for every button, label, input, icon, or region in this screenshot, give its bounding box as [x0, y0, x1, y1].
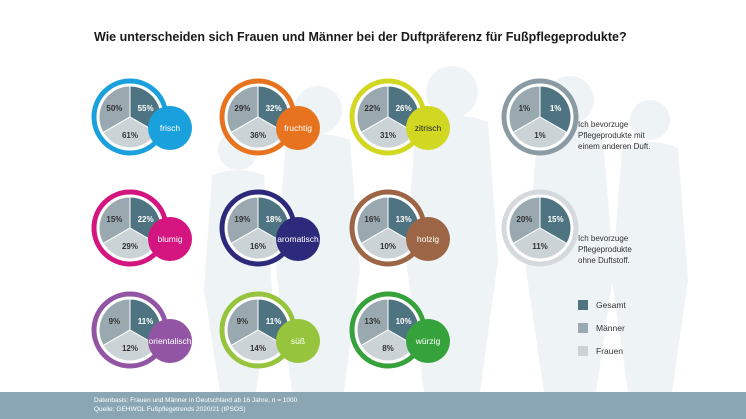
- legend-swatch-maenner: [578, 323, 588, 333]
- pie-value-10-gesamt: 10%: [396, 317, 412, 326]
- pie-value-4-frauen: 29%: [122, 242, 138, 251]
- category-label-0: frisch: [160, 123, 181, 133]
- legend-item-maenner: Männer: [578, 323, 698, 333]
- pie-slice-7-männer: [508, 196, 541, 245]
- pie-value-8-frauen: 12%: [122, 344, 138, 353]
- category-bubble-8: [148, 319, 192, 363]
- pie-value-6-frauen: 10%: [380, 242, 396, 251]
- footer-datenbasis: Datenbasis: Frauen und Männer in Deutsch…: [94, 397, 298, 404]
- pie-slice-0-männer: [98, 85, 131, 134]
- pie-value-1-frauen: 36%: [250, 131, 266, 140]
- chart-title: Wie unterscheiden sich Frauen und Männer…: [94, 30, 627, 45]
- pie-value-9-gesamt: 11%: [266, 317, 282, 326]
- category-bubble-0: [148, 106, 192, 150]
- legend-item-gesamt: Gesamt: [578, 300, 698, 310]
- pie-slice-1-männer: [226, 85, 259, 134]
- pie-value-6-gesamt: 13%: [396, 215, 412, 224]
- pie-value-7-männer: 20%: [516, 215, 532, 224]
- category-bubble-2: [406, 106, 450, 150]
- pie-value-0-frauen: 61%: [122, 131, 138, 140]
- category-label-9: süß: [291, 336, 305, 346]
- category-label-6: holzig: [417, 234, 439, 244]
- category-bubble-5: [276, 217, 320, 261]
- pie-value-10-männer: 13%: [364, 317, 380, 326]
- pie-slice-7-gesamt: [539, 196, 572, 245]
- pie-value-2-männer: 22%: [364, 104, 380, 113]
- category-bubble-4: [148, 217, 192, 261]
- pie-value-1-gesamt: 32%: [266, 104, 282, 113]
- footer: Datenbasis: Frauen und Männer in Deutsch…: [0, 392, 746, 419]
- pie-slice-8-männer: [98, 298, 131, 347]
- text-ohne-duftstoff: Ich bevorzuge Pflegeprodukte ohne Duftst…: [578, 234, 632, 265]
- pie-value-6-männer: 16%: [364, 215, 380, 224]
- pie-value-5-frauen: 16%: [250, 242, 266, 251]
- pie-value-9-frauen: 14%: [250, 344, 266, 353]
- pie-slice-3-frauen: [512, 116, 568, 149]
- legend: Gesamt Männer Frauen: [578, 300, 698, 369]
- category-label-4: blumig: [157, 234, 182, 244]
- category-bubble-9: [276, 319, 320, 363]
- pie-value-7-frauen: 11%: [532, 242, 548, 251]
- pie-value-9-männer: 9%: [237, 317, 249, 326]
- pie-value-4-männer: 15%: [106, 215, 122, 224]
- pie-value-7-gesamt: 15%: [548, 215, 564, 224]
- pie-slice-3-gesamt: [539, 85, 572, 134]
- category-label-8: orientalisch: [149, 336, 192, 346]
- legend-label-maenner: Männer: [596, 323, 625, 333]
- category-label-5: aromatisch: [277, 234, 319, 244]
- text-anderer-duft: Ich bevorzuge Pflegeprodukte mit einem a…: [578, 120, 651, 151]
- pie-value-0-männer: 50%: [106, 104, 122, 113]
- legend-swatch-frauen: [578, 346, 588, 356]
- pie-value-4-gesamt: 22%: [138, 215, 154, 224]
- category-bubble-6: [406, 217, 450, 261]
- legend-label-gesamt: Gesamt: [596, 300, 626, 310]
- pie-slice-2-männer: [356, 85, 389, 134]
- pie-value-3-gesamt: 1%: [550, 104, 562, 113]
- pie-value-2-frauen: 31%: [380, 131, 396, 140]
- category-label-2: zitrisch: [415, 123, 442, 133]
- pie-slice-9-männer: [226, 298, 259, 347]
- pie-value-5-gesamt: 18%: [266, 215, 282, 224]
- pie-slice-6-männer: [356, 196, 389, 245]
- legend-label-frauen: Frauen: [596, 346, 623, 356]
- category-label-10: würzig: [415, 336, 441, 346]
- category-label-1: fruchtig: [284, 123, 312, 133]
- pie-value-0-gesamt: 55%: [138, 104, 154, 113]
- pie-slice-7-frauen: [512, 227, 568, 260]
- pie-value-3-frauen: 1%: [534, 131, 546, 140]
- pie-slice-4-männer: [98, 196, 131, 245]
- legend-item-frauen: Frauen: [578, 346, 698, 356]
- category-bubble-1: [276, 106, 320, 150]
- legend-swatch-gesamt: [578, 300, 588, 310]
- pie-value-10-frauen: 8%: [382, 344, 394, 353]
- category-bubble-10: [406, 319, 450, 363]
- pie-value-2-gesamt: 26%: [396, 104, 412, 113]
- pie-value-8-männer: 9%: [109, 317, 121, 326]
- pie-value-3-männer: 1%: [519, 104, 531, 113]
- footer-quelle: Quelle: GEHWOL Fußpflegetrends 2020/21 (…: [94, 406, 246, 413]
- pie-value-5-männer: 19%: [234, 215, 250, 224]
- pie-slice-10-männer: [356, 298, 389, 347]
- pie-value-8-gesamt: 11%: [138, 317, 154, 326]
- pie-value-1-männer: 29%: [234, 104, 250, 113]
- pie-slice-5-männer: [226, 196, 259, 245]
- pie-slice-3-männer: [508, 85, 541, 134]
